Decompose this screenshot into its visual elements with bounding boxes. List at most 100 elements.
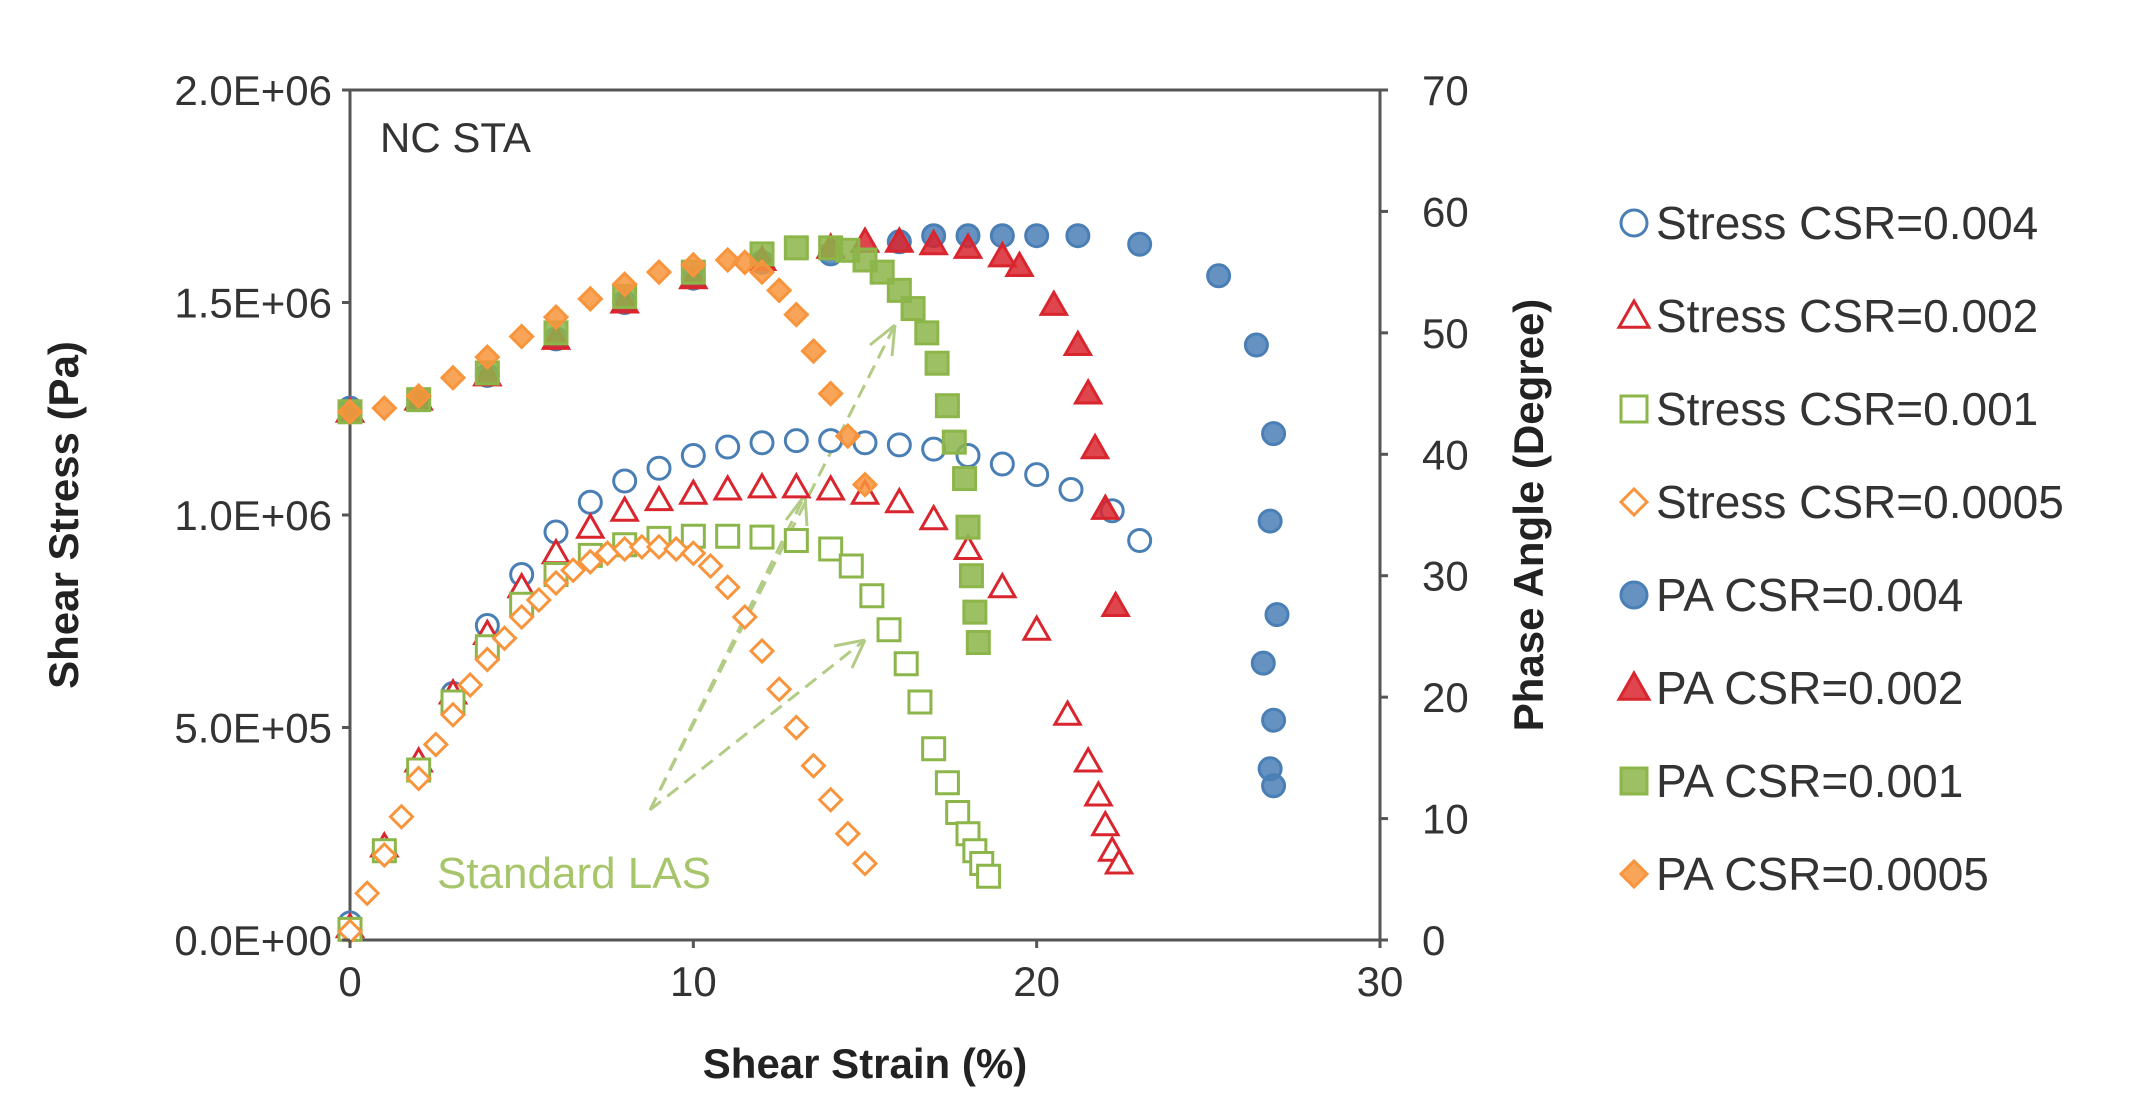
point-2-17 bbox=[876, 617, 902, 643]
arrow-head-2 bbox=[784, 494, 809, 527]
y2-tick-label-2: 20 bbox=[1422, 674, 1469, 721]
series-3 bbox=[336, 533, 879, 945]
point-2-20 bbox=[921, 736, 947, 762]
point-1-20 bbox=[1021, 614, 1052, 641]
x-tick-label-2: 20 bbox=[1013, 958, 1060, 1005]
y2-tick-label-1: 10 bbox=[1422, 796, 1469, 843]
legend-label-2: Stress CSR=0.001 bbox=[1656, 383, 2038, 435]
point-0-12 bbox=[749, 430, 775, 456]
point-5-9 bbox=[884, 226, 915, 253]
point-5-10 bbox=[918, 228, 949, 256]
x-tick-label-1: 10 bbox=[670, 958, 717, 1005]
point-0-10 bbox=[680, 443, 706, 468]
point-4-16 bbox=[1243, 332, 1269, 358]
point-3-7 bbox=[457, 671, 484, 699]
point-7-1 bbox=[371, 395, 398, 422]
point-3-29 bbox=[834, 820, 861, 847]
series-5 bbox=[334, 226, 1131, 618]
point-7-0 bbox=[336, 398, 364, 425]
x-tick-label-3: 30 bbox=[1357, 958, 1404, 1005]
point-7-3 bbox=[439, 364, 467, 391]
legend-marker-7 bbox=[1618, 858, 1650, 890]
point-4-20 bbox=[1250, 650, 1276, 676]
series-7 bbox=[336, 246, 879, 498]
point-3-26 bbox=[783, 714, 810, 741]
legend-label-5: PA CSR=0.002 bbox=[1656, 662, 1963, 714]
point-3-1 bbox=[354, 880, 381, 907]
annotation-label: Standard LAS bbox=[437, 849, 711, 898]
point-7-8 bbox=[611, 271, 638, 298]
point-7-10 bbox=[680, 251, 707, 278]
legend-marker-0 bbox=[1619, 208, 1649, 238]
point-5-11 bbox=[952, 232, 984, 259]
legend-marker-6 bbox=[1619, 766, 1649, 796]
point-3-30 bbox=[851, 850, 879, 877]
y-axis-title: Shear Stress (Pa) bbox=[40, 341, 87, 689]
point-0-21 bbox=[1058, 477, 1084, 502]
point-4-12 bbox=[1024, 223, 1050, 249]
point-7-13 bbox=[748, 259, 776, 286]
point-1-23 bbox=[1083, 779, 1114, 807]
point-5-13 bbox=[1004, 250, 1035, 278]
point-3-18 bbox=[645, 533, 673, 560]
legend-label-3: Stress CSR=0.0005 bbox=[1656, 476, 2064, 528]
legend-label-1: Stress CSR=0.002 bbox=[1656, 290, 2038, 342]
point-2-11 bbox=[715, 523, 741, 549]
point-5-19 bbox=[1100, 590, 1131, 618]
legend: Stress CSR=0.004 Stress CSR=0.002 Stress C… bbox=[1616, 197, 2064, 900]
point-1-16 bbox=[884, 486, 915, 514]
point-7-4 bbox=[474, 344, 501, 371]
point-3-11 bbox=[525, 586, 552, 614]
legend-marker-2 bbox=[1619, 394, 1649, 424]
point-3-9 bbox=[491, 625, 518, 652]
legend-label-4: PA CSR=0.004 bbox=[1656, 569, 1963, 621]
point-0-20 bbox=[1024, 462, 1050, 488]
x-tick-label-0: 0 bbox=[338, 958, 361, 1005]
point-6-15 bbox=[924, 350, 950, 376]
point-7-11 bbox=[714, 246, 741, 274]
y2-tick-label-4: 40 bbox=[1422, 431, 1469, 478]
point-6-13 bbox=[900, 296, 926, 322]
y2-tick-label-6: 60 bbox=[1422, 188, 1469, 235]
point-7-18 bbox=[834, 422, 861, 450]
point-4-18 bbox=[1257, 508, 1283, 534]
point-7-5 bbox=[508, 323, 535, 350]
point-6-19 bbox=[955, 514, 981, 540]
point-7-6 bbox=[542, 303, 570, 331]
y-tick-label-0: 0.0E+00 bbox=[174, 917, 332, 964]
point-2-18 bbox=[893, 651, 919, 677]
point-6-17 bbox=[941, 429, 967, 455]
point-1-7 bbox=[575, 512, 606, 539]
point-5-14 bbox=[1038, 289, 1070, 316]
point-2-16 bbox=[859, 583, 885, 609]
chart-title: NC STA bbox=[380, 114, 531, 161]
point-1-24 bbox=[1090, 809, 1121, 837]
point-2-15 bbox=[838, 553, 864, 579]
y2-tick-label-7: 70 bbox=[1422, 67, 1469, 114]
point-6-20 bbox=[958, 563, 984, 589]
point-3-14 bbox=[577, 548, 604, 575]
point-4-14 bbox=[1127, 231, 1153, 257]
point-2-12 bbox=[749, 524, 775, 550]
arrow-line-2 bbox=[648, 494, 807, 811]
point-0-11 bbox=[715, 434, 741, 460]
point-7-9 bbox=[645, 259, 673, 286]
point-1-21 bbox=[1052, 699, 1083, 726]
point-1-26 bbox=[1103, 847, 1135, 875]
legend-label-7: PA CSR=0.0005 bbox=[1656, 848, 1989, 900]
point-4-15 bbox=[1206, 263, 1232, 289]
point-3-25 bbox=[766, 676, 793, 703]
point-5-15 bbox=[1062, 329, 1094, 356]
point-3-24 bbox=[748, 637, 776, 665]
point-3-2 bbox=[371, 841, 398, 869]
y2-axis-title: Phase Angle (Degree) bbox=[1505, 299, 1552, 732]
arrow-line-3 bbox=[649, 638, 866, 812]
point-6-14 bbox=[914, 320, 940, 346]
point-1-6 bbox=[540, 537, 572, 565]
point-4-17 bbox=[1261, 421, 1287, 447]
point-7-15 bbox=[783, 301, 810, 328]
point-1-13 bbox=[781, 471, 812, 499]
plot-frame bbox=[348, 88, 1382, 942]
